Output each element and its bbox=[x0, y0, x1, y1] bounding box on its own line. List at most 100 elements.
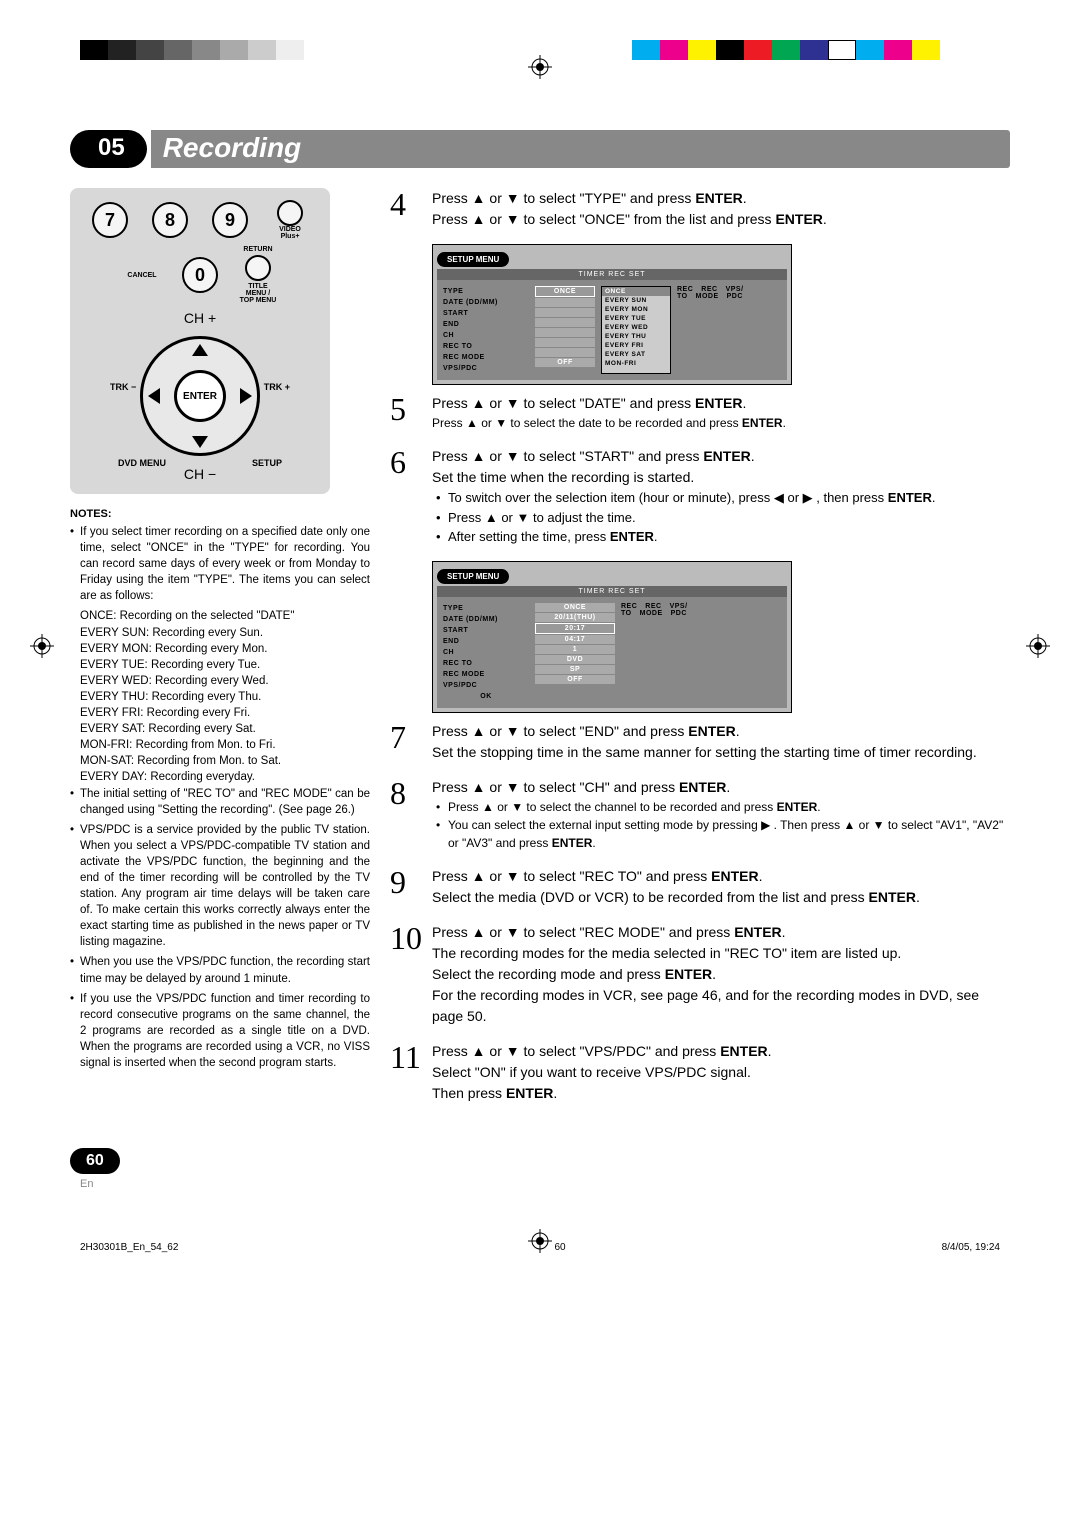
note-subitem: EVERY FRI: Recording every Fri. bbox=[70, 705, 370, 721]
registration-mark-top bbox=[528, 55, 552, 79]
dvd-menu-label: DVD MENU bbox=[118, 458, 166, 468]
notes-list: If you select timer recording on a speci… bbox=[70, 524, 370, 1071]
step-line: Press ▲ or ▼ to select "ONCE" from the l… bbox=[432, 209, 1010, 230]
page-number-badge: 60 bbox=[70, 1148, 120, 1174]
registration-mark-bottom bbox=[528, 1229, 552, 1253]
num-9-button: 9 bbox=[212, 202, 248, 238]
step-line: Select the recording mode and press ENTE… bbox=[432, 964, 1010, 985]
step-bullet: You can select the external input settin… bbox=[432, 816, 1010, 852]
note-subitem: EVERY TUE: Recording every Tue. bbox=[70, 657, 370, 673]
step-7: 7 Press ▲ or ▼ to select "END" and press… bbox=[390, 721, 1010, 763]
num-8-button: 8 bbox=[152, 202, 188, 238]
step-line: Press ▲ or ▼ to select "VPS/PDC" and pre… bbox=[432, 1041, 1010, 1062]
down-arrow-icon bbox=[192, 436, 208, 448]
step-8: 8 Press ▲ or ▼ to select "CH" and press … bbox=[390, 777, 1010, 852]
note-subitem: MON-FRI: Recording from Mon. to Fri. bbox=[70, 737, 370, 753]
step-number: 4 bbox=[390, 188, 432, 230]
cancel-label: CANCEL bbox=[122, 272, 162, 279]
step-6: 6 Press ▲ or ▼ to select "START" and pre… bbox=[390, 446, 1010, 547]
notes-heading: NOTES: bbox=[70, 508, 370, 520]
step-number: 7 bbox=[390, 721, 432, 763]
step-bullet: After setting the time, press ENTER. bbox=[432, 527, 1010, 547]
step-line: For the recording modes in VCR, see page… bbox=[432, 985, 1010, 1027]
step-line: Press ▲ or ▼ to select "END" and press E… bbox=[432, 721, 1010, 742]
step-line: Select the media (DVD or VCR) to be reco… bbox=[432, 887, 1010, 908]
return-label: RETURN bbox=[238, 246, 278, 253]
step-bullet: To switch over the selection item (hour … bbox=[432, 488, 1010, 508]
ch-minus-label: CH − bbox=[80, 466, 320, 482]
step-line: Press ▲ or ▼ to select "REC TO" and pres… bbox=[432, 866, 1010, 887]
note-subitem: EVERY SAT: Recording every Sat. bbox=[70, 721, 370, 737]
step-11: 11 Press ▲ or ▼ to select "VPS/PDC" and … bbox=[390, 1041, 1010, 1104]
ch-plus-label: CH + bbox=[80, 310, 320, 326]
setup-label: SETUP bbox=[252, 458, 282, 468]
note-subitem: EVERY SUN: Recording every Sun. bbox=[70, 625, 370, 641]
step-4: 4 Press ▲ or ▼ to select "TYPE" and pres… bbox=[390, 188, 1010, 230]
step-9: 9 Press ▲ or ▼ to select "REC TO" and pr… bbox=[390, 866, 1010, 908]
step-number: 11 bbox=[390, 1041, 432, 1104]
footer-file: 2H30301B_En_54_62 bbox=[80, 1242, 178, 1253]
note-subitem: EVERY MON: Recording every Mon. bbox=[70, 641, 370, 657]
step-number: 10 bbox=[390, 922, 432, 1027]
chapter-header: 05 Recording bbox=[70, 130, 1010, 168]
left-arrow-icon bbox=[148, 388, 160, 404]
setup-title: TIMER REC SET bbox=[437, 586, 787, 597]
setup-field-values: ONCE20/11(THU)20:1704:171DVDSPOFF bbox=[535, 603, 615, 702]
note-item: The initial setting of "REC TO" and "REC… bbox=[70, 786, 370, 818]
note-subitem: EVERY WED: Recording every Wed. bbox=[70, 673, 370, 689]
step-line: Press ▲ or ▼ to select "TYPE" and press … bbox=[432, 188, 1010, 209]
setup-tab: SETUP MENU bbox=[437, 252, 509, 267]
note-subitem: EVERY THU: Recording every Thu. bbox=[70, 689, 370, 705]
up-arrow-icon bbox=[192, 344, 208, 356]
print-color-bar bbox=[632, 40, 940, 60]
setup-tab: SETUP MENU bbox=[437, 569, 509, 584]
chapter-number: 05 bbox=[70, 130, 147, 168]
step-10: 10 Press ▲ or ▼ to select "REC MODE" and… bbox=[390, 922, 1010, 1027]
note-item: If you use the VPS/PDC function and time… bbox=[70, 991, 370, 1071]
right-arrow-icon bbox=[240, 388, 252, 404]
step-line: Then press ENTER. bbox=[432, 1083, 1010, 1104]
registration-mark-right bbox=[1026, 634, 1050, 658]
step-line: Set the time when the recording is start… bbox=[432, 467, 1010, 488]
print-gray-bar bbox=[80, 40, 304, 60]
step-line: Press ▲ or ▼ to select "DATE" and press … bbox=[432, 393, 1010, 414]
setup-field-labels: TYPEDATE (DD/MM)STARTENDCHREC TOREC MODE… bbox=[443, 603, 529, 702]
setup-field-values: ONCE OFF bbox=[535, 286, 595, 374]
note-item: When you use the VPS/PDC function, the r… bbox=[70, 954, 370, 986]
setup-title: TIMER REC SET bbox=[437, 269, 787, 280]
step-number: 9 bbox=[390, 866, 432, 908]
trk-plus-label: TRK + bbox=[264, 382, 290, 392]
step-line: Set the stopping time in the same manner… bbox=[432, 742, 1010, 763]
step-number: 5 bbox=[390, 393, 432, 432]
setup-type-dropdown: ONCE EVERY SUNEVERY MONEVERY TUEEVERY WE… bbox=[601, 286, 671, 374]
note-subitem: ONCE: Recording on the selected "DATE" bbox=[70, 608, 370, 624]
title-menu-label: TITLE MENU / TOP MENU bbox=[238, 283, 278, 304]
chapter-title: Recording bbox=[151, 130, 1010, 168]
footer-date: 8/4/05, 19:24 bbox=[942, 1242, 1000, 1253]
step-line: The recording modes for the media select… bbox=[432, 943, 1010, 964]
step-bullet: Press ▲ or ▼ to select the channel to be… bbox=[432, 798, 1010, 816]
setup-menu-screenshot-2: SETUP MENU TIMER REC SET TYPEDATE (DD/MM… bbox=[432, 561, 792, 713]
page-language: En bbox=[80, 1178, 93, 1190]
note-item: VPS/PDC is a service provided by the pub… bbox=[70, 822, 370, 951]
page-footer: 60 En bbox=[70, 1148, 1010, 1192]
videoplus-label: VIDEO Plus+ bbox=[272, 226, 308, 240]
registration-mark-left bbox=[30, 634, 54, 658]
step-line: Press ▲ or ▼ to select "REC MODE" and pr… bbox=[432, 922, 1010, 943]
step-bullet: Press ▲ or ▼ to adjust the time. bbox=[432, 508, 1010, 528]
step-number: 6 bbox=[390, 446, 432, 547]
num-0-button: 0 bbox=[182, 257, 218, 293]
footer-page: 60 bbox=[554, 1242, 565, 1253]
step-line: Select "ON" if you want to receive VPS/P… bbox=[432, 1062, 1010, 1083]
note-subitem: EVERY DAY: Recording everyday. bbox=[70, 769, 370, 785]
nav-wheel: ENTER TRK − TRK + DVD MENU SETUP bbox=[110, 326, 290, 466]
step-line: Press ▲ or ▼ to select the date to be re… bbox=[432, 414, 1010, 432]
return-button bbox=[245, 255, 271, 281]
remote-illustration: 7 8 9 VIDEO Plus+ CANCEL 0 RETURNTITLE M… bbox=[70, 188, 330, 494]
step-number: 8 bbox=[390, 777, 432, 852]
setup-menu-screenshot-1: SETUP MENU TIMER REC SET TYPEDATE (DD/MM… bbox=[432, 244, 792, 385]
step-line: Press ▲ or ▼ to select "CH" and press EN… bbox=[432, 777, 1010, 798]
trk-minus-label: TRK − bbox=[110, 382, 136, 392]
videoplus-button bbox=[277, 200, 303, 226]
step-5: 5 Press ▲ or ▼ to select "DATE" and pres… bbox=[390, 393, 1010, 432]
